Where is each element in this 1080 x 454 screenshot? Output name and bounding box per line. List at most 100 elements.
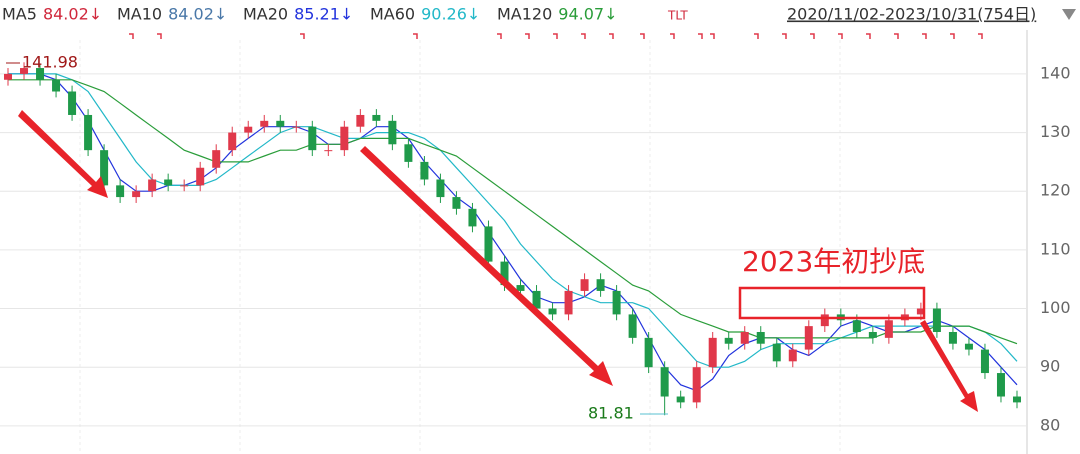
arrow: [18, 110, 108, 198]
candle-body: [820, 314, 829, 327]
candle-body: [468, 208, 477, 227]
date-range: 2020/11/02-2023/10/31(754日): [787, 5, 1036, 24]
candle-body: [4, 73, 13, 80]
candle-body: [324, 150, 333, 152]
candle-body: [340, 126, 349, 151]
candle-body: [196, 167, 205, 186]
y-tick-label: 100: [1040, 298, 1071, 317]
candle-body: [772, 343, 781, 362]
ma-line: [8, 73, 1018, 368]
candle-body: [804, 326, 813, 350]
candle-body: [676, 396, 685, 403]
note: 2023年初抄底: [742, 245, 925, 278]
y-tick-label: 130: [1040, 122, 1071, 141]
candle-body: [980, 349, 989, 374]
candle-body: [916, 308, 925, 315]
legend-name: MA60: [370, 5, 415, 24]
candle-body: [260, 120, 269, 127]
candle-body: [436, 179, 445, 198]
candle-body: [116, 185, 125, 198]
layout: [79, 30, 1028, 454]
arrow: [360, 146, 613, 386]
candle-body: [244, 126, 253, 133]
legend-value: 84.02↓: [168, 5, 227, 24]
candle-body: [564, 290, 573, 315]
candle-body: [548, 308, 557, 315]
candle-body: [420, 161, 429, 180]
y-tick-label: 140: [1040, 63, 1071, 82]
candle-body: [276, 120, 285, 127]
y-tick-label: 110: [1040, 239, 1071, 258]
candle-body: [612, 290, 621, 315]
candle-body: [68, 91, 77, 115]
y-tick-label: 120: [1040, 181, 1071, 200]
candle-body: [852, 320, 861, 332]
dropdown[interactable]: [1062, 9, 1076, 20]
candle-body: [692, 367, 701, 403]
candle-body: [628, 314, 637, 338]
legend-value: 90.26↓: [421, 5, 480, 24]
candle-body: [180, 185, 189, 187]
candle-body: [20, 68, 29, 74]
legend-value: 94.07↓: [558, 5, 617, 24]
candle-body: [868, 331, 877, 338]
candle-body: [660, 367, 669, 397]
candle-body: [644, 337, 653, 368]
candle-body: [932, 308, 941, 332]
y-tick-label: 80: [1040, 415, 1060, 434]
candle-body: [148, 179, 157, 192]
candle-body: [884, 320, 893, 338]
candle-body: [84, 114, 93, 151]
ticker: TLT: [667, 9, 688, 23]
candle-body: [948, 331, 957, 344]
candle-body: [132, 191, 141, 198]
candle-body: [500, 261, 509, 286]
legend-name: MA120: [497, 5, 552, 24]
trend-arrows: [18, 110, 978, 412]
candle-body: [356, 114, 365, 127]
candle-body: [36, 68, 45, 80]
candle-body: [484, 226, 493, 262]
high-label: 141.98: [22, 53, 78, 72]
legend-value: 84.02↓: [43, 5, 102, 24]
candle-body: [756, 331, 765, 344]
candles: [4, 62, 1021, 416]
candle-body: [164, 179, 173, 186]
candle-body: [740, 331, 749, 344]
candle-body: [788, 349, 797, 362]
legend-value: 85.21↓: [294, 5, 353, 24]
grid: 80 90 100 110 120 130 140: [0, 63, 1071, 434]
highlight-box: [738, 286, 926, 320]
candle-body: [452, 197, 461, 209]
arrow: [920, 320, 978, 412]
vertical-grid: [79, 40, 841, 454]
ma-line: [8, 79, 1018, 345]
candle-body: [996, 373, 1005, 397]
candle-body: [228, 132, 237, 151]
candle-body: [1012, 396, 1021, 403]
candle-body: [308, 126, 317, 151]
legend-name: MA5: [2, 5, 37, 24]
legend-name: MA20: [243, 5, 288, 24]
event-markers: [129, 33, 983, 39]
candle-body: [100, 150, 109, 186]
ma-lines: [8, 73, 1018, 392]
low-label: 81.81: [588, 404, 634, 423]
header: TLT 2020/11/02-2023/10/31(754日) MA5 84.02…: [2, 5, 1076, 24]
candle-body: [388, 120, 397, 145]
candle-body: [372, 114, 381, 121]
candle-body: [212, 150, 221, 168]
candle-body: [708, 337, 717, 368]
candle-body: [580, 279, 589, 291]
candle-body: [292, 126, 301, 128]
candle-body: [724, 337, 733, 344]
candle-body: [404, 144, 413, 162]
candle-body: [532, 290, 541, 309]
candle-body: [52, 79, 61, 92]
candle-body: [596, 279, 605, 291]
candle-body: [964, 343, 973, 350]
y-tick-label: 90: [1040, 357, 1060, 376]
legend-name: MA10: [117, 5, 162, 24]
candle-body: [516, 285, 525, 291]
